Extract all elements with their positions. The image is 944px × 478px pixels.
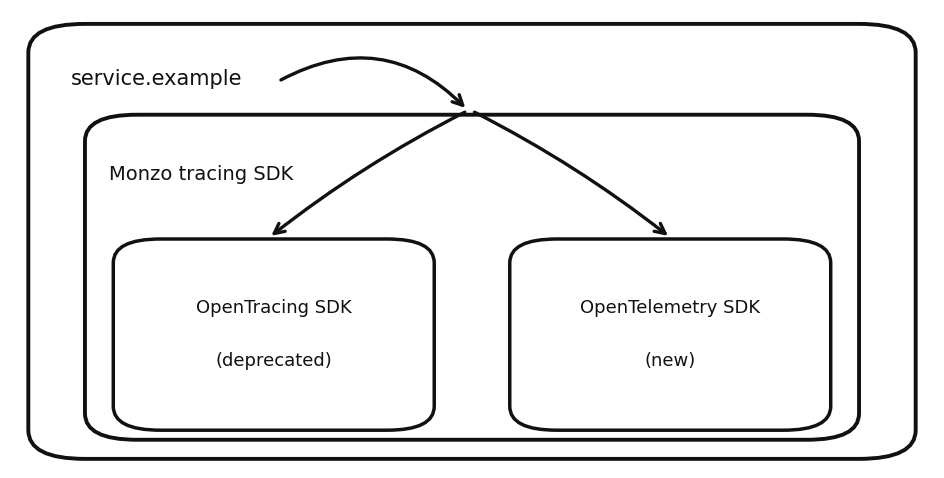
FancyArrowPatch shape bbox=[274, 112, 464, 234]
FancyBboxPatch shape bbox=[85, 115, 859, 440]
Text: (new): (new) bbox=[645, 352, 696, 370]
FancyArrowPatch shape bbox=[475, 112, 666, 234]
Text: OpenTelemetry SDK: OpenTelemetry SDK bbox=[581, 299, 760, 317]
Text: (deprecated): (deprecated) bbox=[215, 352, 332, 370]
Text: service.example: service.example bbox=[71, 69, 243, 89]
FancyBboxPatch shape bbox=[510, 239, 831, 430]
FancyArrowPatch shape bbox=[281, 58, 463, 105]
FancyBboxPatch shape bbox=[113, 239, 434, 430]
Text: Monzo tracing SDK: Monzo tracing SDK bbox=[109, 165, 293, 184]
Text: OpenTracing SDK: OpenTracing SDK bbox=[196, 299, 351, 317]
FancyBboxPatch shape bbox=[28, 24, 916, 459]
